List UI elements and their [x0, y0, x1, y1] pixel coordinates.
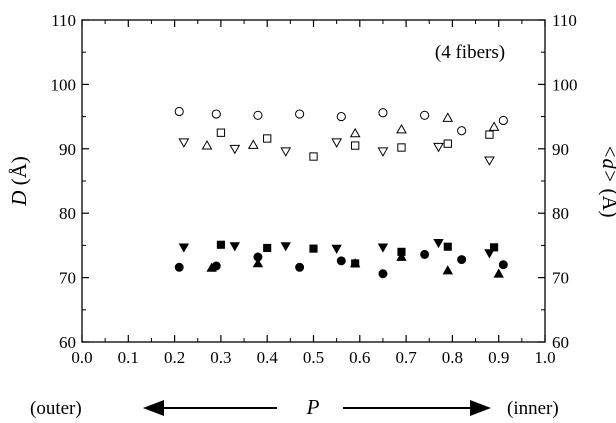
y-tick-labels-right: 60 70 80 90 100 110 — [552, 11, 578, 352]
marker-filled-circle — [174, 262, 184, 272]
x-tick-label: 0.9 — [488, 348, 509, 367]
y-tick-label-left: 100 — [51, 75, 77, 94]
direction-outer-label: (outer) — [30, 398, 82, 419]
y-axis-label-right: <d> (Å) — [598, 144, 616, 217]
marker-open-triangle-up — [442, 112, 454, 122]
marker-open-square — [351, 141, 360, 150]
marker-filled-circle — [336, 256, 346, 266]
axis-ticks — [81, 19, 546, 343]
marker-open-circle — [211, 109, 221, 119]
data-markers — [174, 106, 508, 279]
marker-filled-square — [263, 243, 272, 253]
marker-filled-circle — [378, 269, 388, 279]
direction-right-arrowhead — [470, 400, 491, 416]
marker-open-circle — [378, 108, 388, 118]
x-tick-label: 0.3 — [210, 348, 231, 367]
y-tick-label-right: 90 — [552, 140, 569, 159]
marker-filled-triangle-down — [229, 242, 240, 252]
y-tick-labels-left: 60 70 80 90 100 110 — [51, 11, 77, 352]
marker-open-circle — [295, 109, 305, 119]
marker-open-triangle-up — [201, 140, 213, 150]
marker-filled-circle — [420, 249, 430, 259]
marker-filled-circle — [498, 260, 508, 270]
marker-open-triangle-up — [488, 121, 500, 131]
y-tick-label-left: 90 — [59, 140, 76, 159]
marker-open-triangle-down — [377, 147, 389, 157]
marker-filled-triangle-up — [206, 262, 217, 272]
marker-filled-square — [397, 247, 406, 256]
marker-filled-square — [351, 259, 360, 268]
y-tick-label-right: 80 — [552, 204, 569, 223]
marker-filled-triangle-down — [280, 242, 291, 252]
marker-filled-square — [309, 244, 318, 253]
x-tick-labels: 0.0 0.1 0.2 0.3 0.4 0.5 0.6 0.7 0.8 0.9 1.0 — [71, 348, 555, 367]
x-tick-label: 0.0 — [71, 348, 92, 367]
x-tick-label: 0.4 — [257, 348, 279, 367]
marker-open-triangle-down — [484, 156, 495, 166]
marker-filled-square — [443, 242, 452, 251]
x-tick-label: 0.5 — [303, 348, 324, 367]
marker-open-circle — [336, 112, 346, 122]
y-tick-label-right: 100 — [552, 75, 578, 94]
marker-filled-triangle-up — [493, 268, 504, 278]
marker-open-square — [309, 152, 318, 161]
direction-indicator: (outer) P (inner) — [30, 395, 559, 419]
marker-open-triangle-up — [247, 139, 259, 149]
marker-open-circle — [253, 110, 263, 120]
direction-left-arrowhead — [143, 400, 164, 416]
marker-open-square — [443, 139, 452, 148]
x-tick-label: 0.6 — [349, 348, 370, 367]
x-tick-label: 0.1 — [118, 348, 139, 367]
marker-open-triangle-down — [433, 142, 444, 153]
plot-frame — [81, 19, 546, 343]
marker-open-square — [397, 143, 406, 152]
marker-open-square — [485, 130, 494, 139]
marker-filled-square — [216, 240, 225, 249]
marker-open-circle — [498, 115, 508, 126]
y-tick-label-left: 60 — [59, 333, 76, 352]
marker-open-circle — [457, 126, 467, 136]
marker-open-square — [263, 134, 272, 143]
marker-filled-triangle-down — [484, 249, 495, 259]
y-tick-label-left: 70 — [59, 269, 76, 288]
marker-filled-triangle-down — [331, 244, 342, 254]
y-tick-label-left: 80 — [59, 204, 76, 223]
marker-open-triangle-down — [331, 138, 343, 148]
marker-open-circle — [420, 110, 430, 120]
x-tick-label: 0.2 — [164, 348, 185, 367]
marker-filled-triangle-up — [396, 251, 407, 261]
marker-filled-triangle-down — [377, 243, 389, 253]
marker-filled-triangle-down — [178, 243, 190, 253]
marker-open-square — [216, 128, 226, 137]
marker-filled-triangle-down — [433, 238, 444, 249]
marker-open-circle — [174, 106, 184, 117]
marker-open-triangle-up — [349, 127, 361, 138]
y-tick-label-right: 60 — [552, 333, 569, 352]
marker-open-triangle-down — [280, 147, 292, 157]
y-tick-label-right: 70 — [552, 269, 569, 288]
x-axis-label: P — [306, 395, 320, 419]
marker-filled-square — [490, 243, 499, 252]
y-tick-label-left: 110 — [51, 11, 76, 30]
marker-filled-triangle-up — [252, 258, 264, 268]
x-tick-label: 0.7 — [395, 348, 417, 367]
marker-filled-triangle-up — [442, 265, 453, 275]
marker-filled-circle — [457, 255, 467, 265]
x-tick-label: 1.0 — [534, 348, 555, 367]
y-axis-label-left: D (Å) — [7, 156, 31, 207]
direction-inner-label: (inner) — [507, 398, 559, 419]
marker-open-triangle-down — [178, 138, 190, 148]
y-tick-label-right: 110 — [552, 11, 577, 30]
marker-open-triangle-down — [229, 144, 241, 155]
marker-filled-circle — [295, 262, 305, 272]
marker-open-triangle-up — [396, 123, 407, 134]
x-tick-label: 0.8 — [442, 348, 463, 367]
annotation-label: (4 fibers) — [435, 42, 505, 63]
